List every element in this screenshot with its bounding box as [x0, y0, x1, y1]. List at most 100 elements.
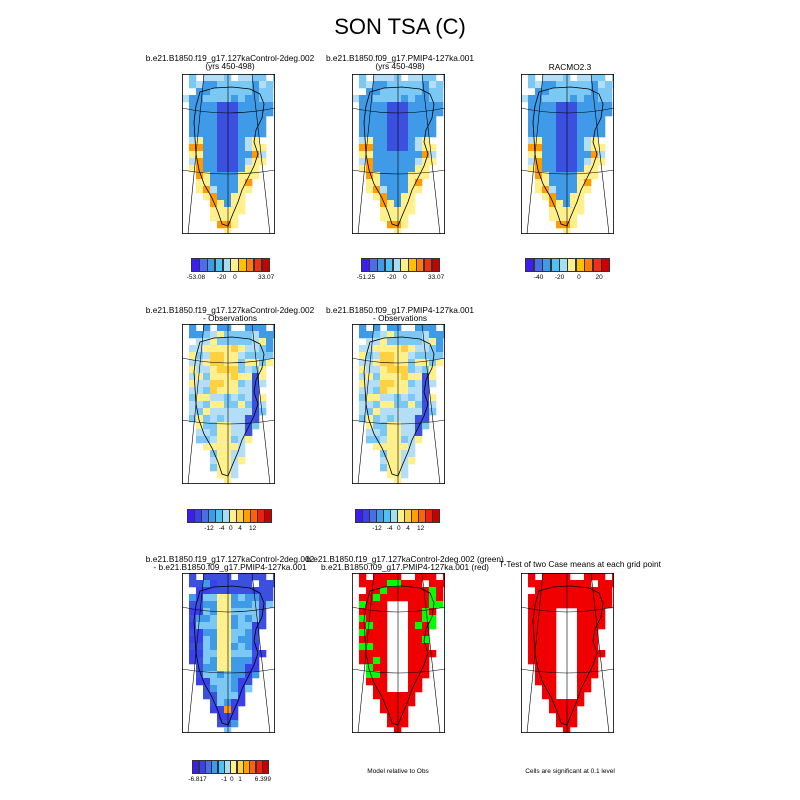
grid-cell [528, 643, 536, 651]
grid-cell [231, 643, 239, 651]
grid-cell [266, 601, 274, 609]
grid-cell [422, 373, 430, 381]
grid-cell [238, 338, 246, 346]
grid-cell [210, 186, 218, 194]
grid-cell [542, 692, 550, 700]
grid-cell [549, 615, 557, 623]
grid-cell [408, 699, 416, 707]
grid-cell [401, 331, 409, 339]
grid-cell [238, 151, 246, 159]
grid-cell [380, 657, 388, 665]
grid-cell [556, 74, 564, 82]
grid-cell [535, 144, 543, 152]
grid-cell [238, 450, 246, 458]
grid-cell [245, 671, 253, 679]
grid-cell [245, 95, 253, 103]
grid-cell [203, 636, 211, 644]
grid-cell [535, 664, 543, 672]
colorbar-tick-label: 12 [249, 525, 257, 532]
grid-cell [231, 151, 239, 159]
greenland-map [352, 74, 445, 234]
grid-cell [189, 116, 197, 124]
grid-cell [366, 331, 374, 339]
grid-cell [380, 151, 388, 159]
grid-cell [210, 394, 218, 402]
panel-title-ctl: b.e21.B1850.f19_g17.127kaControl-2deg.00… [145, 53, 315, 71]
grid-cell [556, 200, 564, 208]
grid-cell [394, 436, 402, 444]
grid-cell [266, 331, 274, 339]
colorbar-swatch [431, 258, 440, 272]
grid-cell [366, 137, 374, 145]
grid-cell [563, 720, 571, 728]
grid-cell [380, 116, 388, 124]
grid-cell [366, 587, 374, 595]
grid-cell [189, 151, 197, 159]
grid-cell [598, 74, 606, 82]
grid-cell [380, 601, 388, 609]
grid-cell [436, 352, 444, 360]
grid-cell [584, 186, 592, 194]
grid-cell [549, 622, 557, 630]
grid-cell [401, 88, 409, 96]
grid-cell [415, 331, 423, 339]
grid-cell [196, 594, 204, 602]
greenland-map [521, 74, 614, 234]
grid-cell [210, 193, 218, 201]
grid-cell [210, 401, 218, 409]
grid-cell [387, 352, 395, 360]
grid-cell [373, 74, 381, 82]
grid-cell [224, 137, 232, 145]
grid-cell [570, 144, 578, 152]
grid-cell [535, 186, 543, 194]
grid-cell [584, 130, 592, 138]
grid-cell [196, 352, 204, 360]
grid-cell [210, 615, 218, 623]
grid-cell [238, 331, 246, 339]
grid-cell [394, 587, 402, 595]
colorbar-tick-label: -20 [554, 274, 565, 281]
grid-cell [238, 74, 246, 82]
grid-cell [401, 394, 409, 402]
grid-cell [224, 436, 232, 444]
grid-cell [203, 130, 211, 138]
grid-cell [224, 657, 232, 665]
grid-cell [556, 158, 564, 166]
grid-cell [259, 324, 267, 332]
grid-cell [422, 151, 430, 159]
grid-cell [401, 137, 409, 145]
grid-cell [224, 464, 232, 472]
grid-cell [224, 699, 232, 707]
grid-cell [422, 608, 430, 616]
grid-cell [245, 422, 253, 430]
grid-cell [231, 615, 239, 623]
grid-cell [394, 359, 402, 367]
grid-cell [408, 401, 416, 409]
grid-cell [591, 671, 599, 679]
grid-cell [210, 331, 218, 339]
grid-cell [231, 422, 239, 430]
grid-cell [210, 74, 218, 82]
grid-cell [387, 144, 395, 152]
grid-cell [570, 123, 578, 131]
grid-cell [577, 622, 585, 630]
grid-cell [196, 151, 204, 159]
grid-cell [401, 450, 409, 458]
map-frame [182, 324, 275, 484]
grid-cell [542, 81, 550, 89]
grid-cell [401, 464, 409, 472]
colorbar-diff: -6.817 -1 0 1 6.399 [188, 760, 271, 788]
grid-cell [401, 345, 409, 353]
grid-cell [443, 74, 445, 82]
grid-cell [591, 123, 599, 131]
grid-cell [577, 81, 585, 89]
grid-cell [245, 359, 253, 367]
grid-cell [387, 573, 395, 581]
grid-cell [266, 102, 274, 110]
grid-cell [224, 331, 232, 339]
grid-cell [563, 228, 571, 234]
grid-cell [415, 151, 423, 159]
grid-cell [189, 102, 197, 110]
grid-cell [203, 179, 211, 187]
grid-cell [549, 116, 557, 124]
